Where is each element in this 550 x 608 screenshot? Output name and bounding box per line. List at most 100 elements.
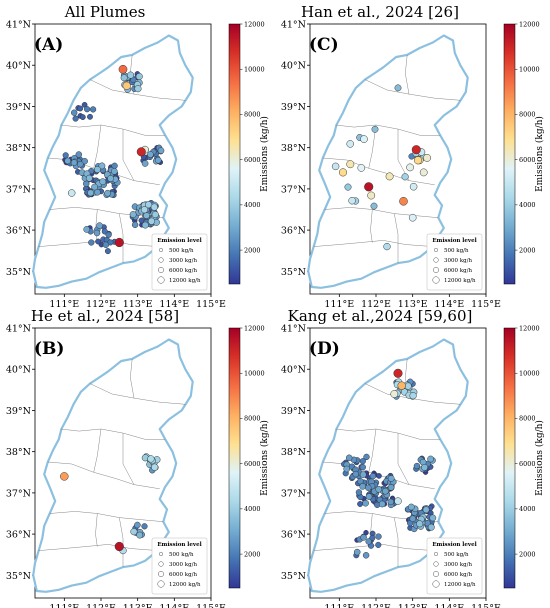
city-boundary <box>335 428 441 440</box>
y-tick-label: 41°N <box>281 20 306 31</box>
plume-point <box>102 241 110 248</box>
y-tick-label: 35°N <box>6 571 31 582</box>
plume-point <box>376 473 382 479</box>
plume-point <box>135 72 143 81</box>
y-tick-label: 37°N <box>6 184 31 195</box>
plume-point <box>411 145 421 155</box>
panel-label: (C) <box>309 35 339 55</box>
legend-entry: 3000 kg/h <box>444 258 472 264</box>
plume-point <box>387 475 395 482</box>
plume-point <box>154 156 162 164</box>
x-tick-label: 115°E <box>471 603 501 608</box>
colorbar-tick-label: 4000 <box>519 201 536 209</box>
x-tick-label: 114°E <box>434 299 464 310</box>
plume-point <box>87 113 93 120</box>
legend-marker <box>434 552 438 556</box>
plume-point <box>96 222 103 229</box>
plume-point <box>394 84 402 92</box>
plume-point <box>93 229 101 237</box>
colorbar-label: Emissions (kg/h) <box>259 116 270 192</box>
legend-entry: 12000 kg/h <box>444 278 476 284</box>
legend-entry: 3000 kg/h <box>169 562 197 568</box>
axes-frame <box>309 327 487 599</box>
plume-point <box>87 189 94 197</box>
y-tick-label: 41°N <box>281 324 306 335</box>
plume-point <box>348 196 356 205</box>
plume-point <box>151 463 159 471</box>
y-tick-label: 37°N <box>281 488 306 499</box>
plume-point <box>82 180 90 187</box>
y-tick-label: 36°N <box>281 530 306 541</box>
map-svg: Han et al., 2024 [26] 41°N 40°N 39°N 38°N 37… <box>281 3 545 310</box>
panel-label: (D) <box>309 339 340 359</box>
city-boundary <box>370 209 373 243</box>
legend-box <box>426 233 483 291</box>
colorbar <box>228 327 241 589</box>
plume-point <box>62 152 69 159</box>
plume-point <box>331 162 340 171</box>
map-layer: 41°N 40°N 39°N 38°N 37°N 36°N 35°N 111°E 112°E 11… <box>6 324 270 608</box>
y-tick-label: 40°N <box>281 365 306 376</box>
province-outline <box>307 34 469 289</box>
colorbar-label: Emissions (kg/h) <box>259 420 270 496</box>
plume-point <box>141 523 148 530</box>
colorbar-tick-label: 2000 <box>244 246 261 254</box>
plume-point <box>387 498 395 506</box>
colorbar-tick-label: 4000 <box>519 505 536 513</box>
plume-point <box>427 523 435 531</box>
plume-point <box>422 506 430 514</box>
colorbar-tick-label: 8000 <box>244 415 261 423</box>
plume-point <box>107 175 114 182</box>
map-layer: 41°N 40°N 39°N 38°N 37°N 36°N 35°N 111°E 112°E 11… <box>6 20 270 311</box>
plume-point <box>67 189 76 197</box>
plume-point <box>359 471 367 478</box>
y-tick-label: 38°N <box>281 143 306 154</box>
y-tick-label: 38°N <box>281 447 306 458</box>
x-tick-label: 112°E <box>361 603 391 608</box>
x-tick-label: 115°E <box>196 299 226 310</box>
plume-point <box>118 64 128 74</box>
x-tick-label: 114°E <box>434 603 464 608</box>
plume-point <box>81 157 88 165</box>
panel-han-2024: Han et al., 2024 [26] 41°N 40°N 39°N 38°N 37… <box>275 0 550 310</box>
map-svg: All Plumes 41°N 40°N 39°N 38°N 37°N 36°N 35°N 1… <box>6 3 270 310</box>
plume-point <box>383 242 391 251</box>
colorbar <box>503 327 516 589</box>
plume-point <box>88 239 95 246</box>
plume-point <box>98 162 106 170</box>
plume-point <box>140 206 149 214</box>
city-boundary <box>322 157 435 186</box>
city-boundary <box>122 129 135 181</box>
plume-point <box>64 157 72 165</box>
legend-marker <box>433 257 439 263</box>
panel-title: Han et al., 2024 [26] <box>301 3 459 21</box>
city-boundary <box>47 461 160 490</box>
plume-point <box>375 485 383 493</box>
plume-point <box>147 455 155 463</box>
plume-point <box>120 74 128 82</box>
y-tick-label: 41°N <box>6 20 31 31</box>
city-boundary <box>368 428 377 473</box>
plume-point <box>416 520 424 528</box>
plume-point <box>83 226 91 233</box>
legend-marker <box>158 561 164 567</box>
legend-entry: 12000 kg/h <box>169 278 201 284</box>
panel-title: Kang et al.,2024 [59,60] <box>288 307 473 325</box>
city-boundary <box>405 54 410 95</box>
panel-label: (A) <box>34 35 63 55</box>
plume-point <box>130 528 138 536</box>
legend-marker <box>158 257 164 263</box>
legend-title: Emission level <box>432 238 476 244</box>
plume-point <box>364 182 374 192</box>
x-tick-label: 113°E <box>123 299 153 310</box>
axes-frame <box>34 23 212 295</box>
y-tick-label: 36°N <box>6 226 31 237</box>
legend-entry: 3000 kg/h <box>444 562 472 568</box>
plume-point <box>122 81 131 90</box>
x-tick-label: 114°E <box>159 603 189 608</box>
city-boundary <box>89 383 186 405</box>
panel-label: (B) <box>34 339 64 359</box>
plume-point <box>136 147 146 157</box>
map-layer: 41°N 40°N 39°N 38°N 37°N 36°N 35°N 111°E 112°E 11… <box>281 324 545 608</box>
plume-point <box>93 166 101 173</box>
